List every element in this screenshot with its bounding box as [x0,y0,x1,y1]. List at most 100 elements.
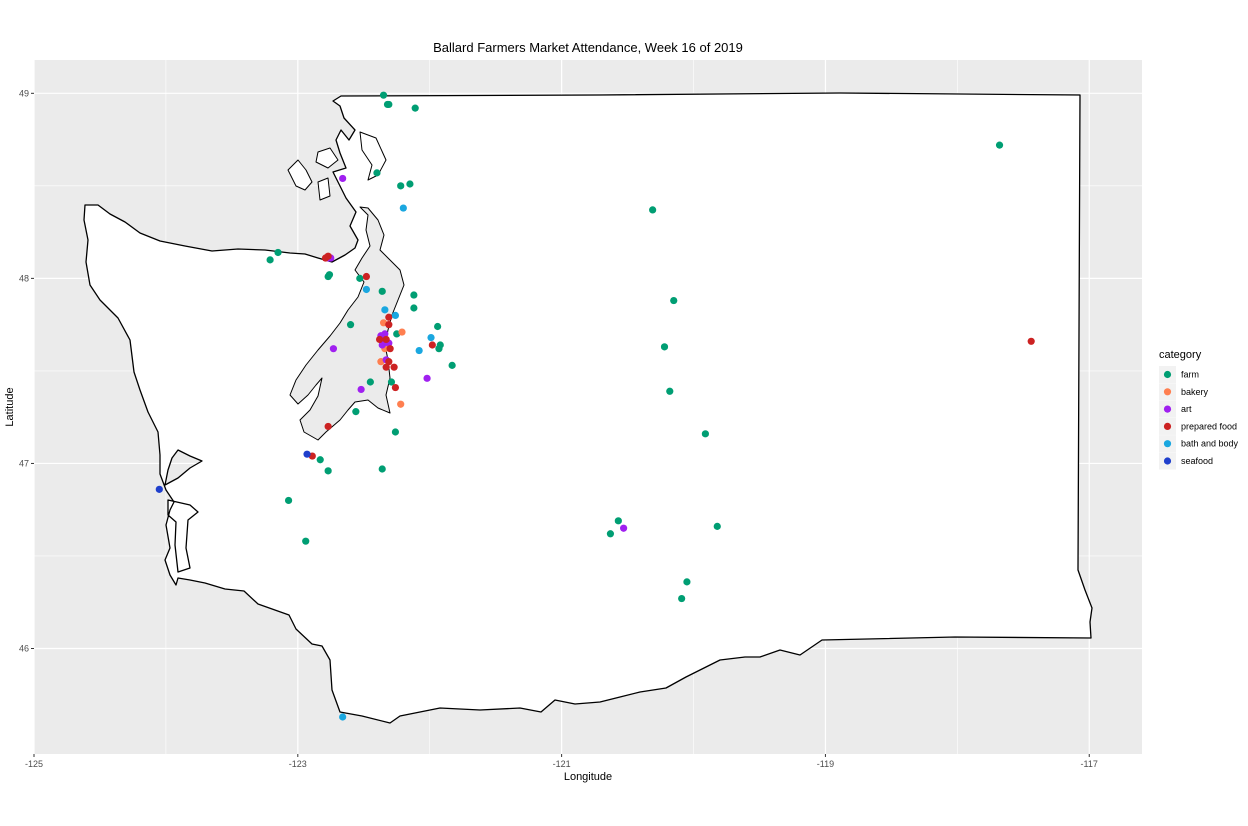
y-axis-title: Latitude [4,387,16,426]
point-farm [352,408,360,416]
point-farm [325,271,334,279]
point-bath-and-body [339,713,347,721]
legend-swatch-bath-and-body [1163,440,1172,448]
x-tick-label: -117 [1081,759,1098,769]
point-prepared-food [386,345,394,353]
point-farm [284,496,293,505]
point-farm [660,343,669,351]
point-seafood [303,450,311,458]
point-prepared-food [385,358,393,366]
point-art [378,341,386,349]
point-art [329,345,338,353]
x-tick-label: -125 [25,759,43,769]
x-axis: -125 -123 -121 -119 -117 [25,754,1098,769]
point-prepared-food [362,272,370,281]
san-juan-islands [287,131,387,201]
legend-label-farm: farm [1181,370,1199,380]
point-farm [649,206,657,214]
point-farm [397,182,405,190]
legend-label-art: art [1181,404,1192,414]
y-tick-label: 48 [19,273,29,283]
legend-swatch-bakery [1163,388,1172,396]
point-farm [411,104,419,112]
point-farm [683,578,691,586]
point-farm [448,361,456,369]
point-farm [391,428,400,436]
point-prepared-food [1027,337,1035,345]
point-farm [274,248,282,257]
point-art [423,374,431,382]
x-axis-title: Longitude [564,771,612,783]
point-bath-and-body [399,204,407,212]
point-prepared-food [385,321,393,329]
point-farm [410,291,418,299]
point-farm [666,387,674,395]
x-tick-label: -121 [553,759,571,769]
point-prepared-food [385,313,393,321]
point-art [357,385,365,394]
point-farm [302,537,310,545]
point-farm [670,296,678,305]
legend-swatch-seafood [1163,457,1172,465]
point-prepared-food [382,363,390,371]
plot-panel [33,60,1142,754]
legend: category farm bakery art prepared food bath … [1159,349,1239,470]
point-farm [701,430,709,438]
point-art [620,524,628,532]
point-bath-and-body [427,334,435,342]
point-farm [379,91,388,99]
point-farm [324,467,332,475]
point-farm [366,378,374,386]
legend-label-bakery: bakery [1181,387,1209,397]
legend-swatch-farm [1163,370,1172,379]
point-farm [435,345,443,353]
legend-title: category [1159,349,1202,361]
point-farm [378,465,386,473]
point-farm [614,517,622,525]
washington-state-outline [83,92,1093,724]
point-bakery [398,328,406,336]
point-farm [678,594,686,603]
point-farm [406,180,414,188]
point-prepared-food [324,422,332,431]
point-bakery [397,400,405,408]
point-prepared-food [390,363,398,371]
puget-sound-waters [289,206,405,441]
legend-label-bath-and-body: bath and body [1181,439,1239,449]
point-farm [346,321,355,329]
point-farm [713,522,721,530]
point-farm [410,304,418,312]
legend-label-seafood: seafood [1181,456,1213,466]
point-farm [383,100,392,109]
y-tick-label: 47 [19,458,29,468]
point-prepared-food [428,341,436,349]
point-art [339,174,347,183]
legend-label-prepared-food: prepared food [1181,421,1237,431]
x-tick-label: -123 [289,759,307,769]
point-art [381,330,389,338]
y-tick-label: 46 [19,644,29,654]
point-bath-and-body [362,285,370,294]
point-farm [387,378,396,386]
legend-keys: farm bakery art prepared food bath and body s… [1159,366,1239,470]
point-farm [266,256,274,264]
point-farm [378,287,386,295]
point-prepared-food [382,335,390,344]
point-prepared-food [391,383,400,392]
point-farm [356,274,364,282]
chart-title: Ballard Farmers Market Attendance, Week … [433,40,743,55]
y-axis: 46 47 48 49 [19,88,34,654]
y-tick-label: 49 [19,88,29,98]
point-bath-and-body [391,311,400,319]
point-prepared-food [375,335,384,344]
legend-swatch-prepared-food [1163,422,1172,430]
point-bath-and-body [415,346,423,355]
point-prepared-food [321,254,330,262]
point-farm [434,322,442,331]
point-farm [995,141,1004,149]
legend-swatch-art [1163,405,1172,413]
data-points [155,91,1035,721]
point-farm [373,169,381,177]
x-tick-label: -119 [817,759,834,769]
